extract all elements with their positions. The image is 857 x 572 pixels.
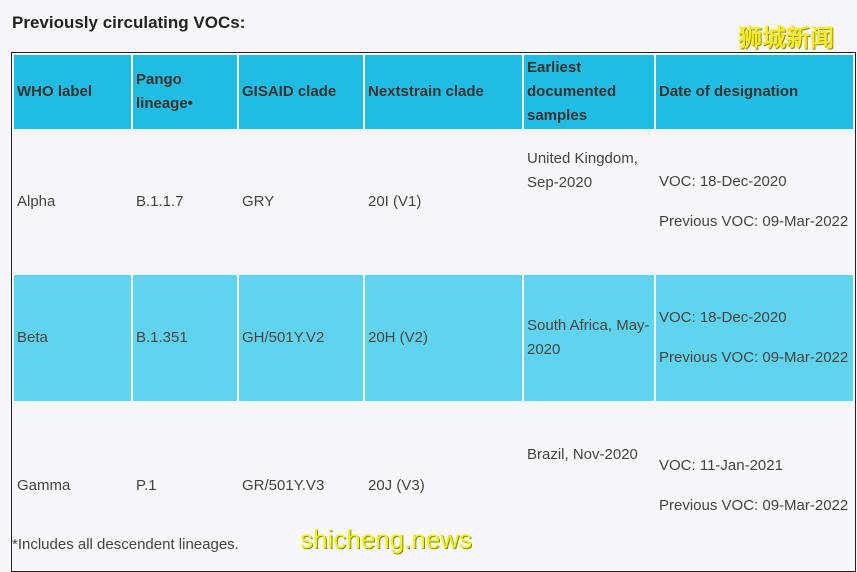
- voc-date: VOC: 11-Jan-2021: [659, 457, 783, 474]
- table-row: Beta B.1.351 GH/501Y.V2 20H (V2) South A…: [14, 275, 853, 401]
- section-title: Previously circulating VOCs:: [12, 13, 246, 32]
- prev-voc-date: Previous VOC: 09-Mar-2022: [659, 497, 849, 514]
- cell-gisaid: GR/501Y.V3: [239, 403, 363, 569]
- prev-voc-date: Previous VOC: 09-Mar-2022: [659, 213, 849, 230]
- cell-nextstrain: 20H (V2): [365, 275, 522, 401]
- header-who: WHO label: [14, 55, 131, 129]
- table-row: Alpha B.1.1.7 GRY 20I (V1) United Kingdo…: [14, 131, 853, 273]
- cell-date: VOC: 18-Dec-2020 Previous VOC: 09-Mar-202…: [656, 131, 853, 273]
- cell-who: Gamma: [14, 403, 131, 569]
- cell-date: VOC: 18-Dec-2020 Previous VOC: 09-Mar-202…: [656, 275, 853, 401]
- voc-date: VOC: 18-Dec-2020: [659, 309, 787, 326]
- voc-date: VOC: 18-Dec-2020: [659, 173, 787, 190]
- footnote: *Includes all descendent lineages.: [12, 536, 239, 553]
- header-nextstrain: Nextstrain clade: [365, 55, 522, 129]
- cell-earliest: United Kingdom, Sep-2020: [524, 131, 654, 273]
- cell-pango: B.1.351: [133, 275, 237, 401]
- cell-earliest: Brazil, Nov-2020: [524, 403, 654, 569]
- cell-gisaid: GRY: [239, 131, 363, 273]
- prev-voc-date: Previous VOC: 09-Mar-2022: [659, 349, 849, 366]
- table-row: Gamma P.1 GR/501Y.V3 20J (V3) Brazil, No…: [14, 403, 853, 569]
- header-date: Date of designation: [656, 55, 853, 129]
- cell-nextstrain: 20J (V3): [365, 403, 522, 569]
- cell-nextstrain: 20I (V1): [365, 131, 522, 273]
- watermark-text: shicheng.news: [300, 524, 472, 554]
- header-gisaid: GISAID clade: [239, 55, 363, 129]
- watermark-logo: 狮城新闻: [738, 25, 834, 52]
- cell-who: Beta: [14, 275, 131, 401]
- header-pango: Pango lineage•: [133, 55, 237, 129]
- cell-gisaid: GH/501Y.V2: [239, 275, 363, 401]
- table-header-row: WHO label Pango lineage• GISAID clade Ne…: [14, 55, 853, 129]
- cell-earliest: South Africa, May-2020: [524, 275, 654, 401]
- cell-date: VOC: 11-Jan-2021 Previous VOC: 09-Mar-202…: [656, 403, 853, 569]
- cell-who: Alpha: [14, 131, 131, 273]
- cell-pango: B.1.1.7: [133, 131, 237, 273]
- header-earliest: Earliest documented samples: [524, 55, 654, 129]
- cell-pango: P.1: [133, 403, 237, 569]
- voc-table: WHO label Pango lineage• GISAID clade Ne…: [11, 52, 856, 572]
